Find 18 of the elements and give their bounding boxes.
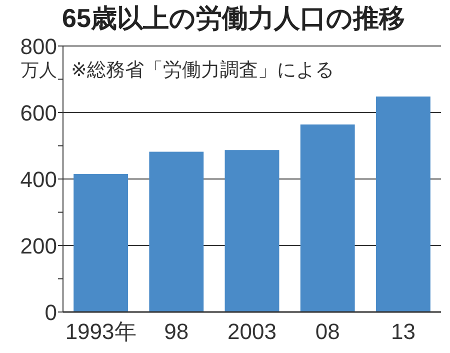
bar [74,174,128,312]
bar [300,124,355,312]
y-tick-label: 200 [20,233,57,258]
y-axis-title: 万人 [21,60,57,80]
chart-title: 65歳以上の労働力人口の推移 [62,3,405,33]
annotation: ※総務省「労働力調査」による [71,60,334,81]
y-tick-label: 0 [44,300,57,325]
x-tick-label: 1993年 [65,319,136,344]
bar [224,150,280,312]
x-tick-label: 2003 [228,319,276,344]
x-tick-label: 08 [315,319,340,344]
x-tick-label: 98 [164,319,189,344]
y-tick-label: 600 [20,100,57,126]
bar [149,152,204,312]
y-tick-label: 400 [20,166,57,192]
bar [376,96,430,312]
x-tick-label: 13 [390,319,416,344]
y-tick-label: 800 [20,34,57,59]
